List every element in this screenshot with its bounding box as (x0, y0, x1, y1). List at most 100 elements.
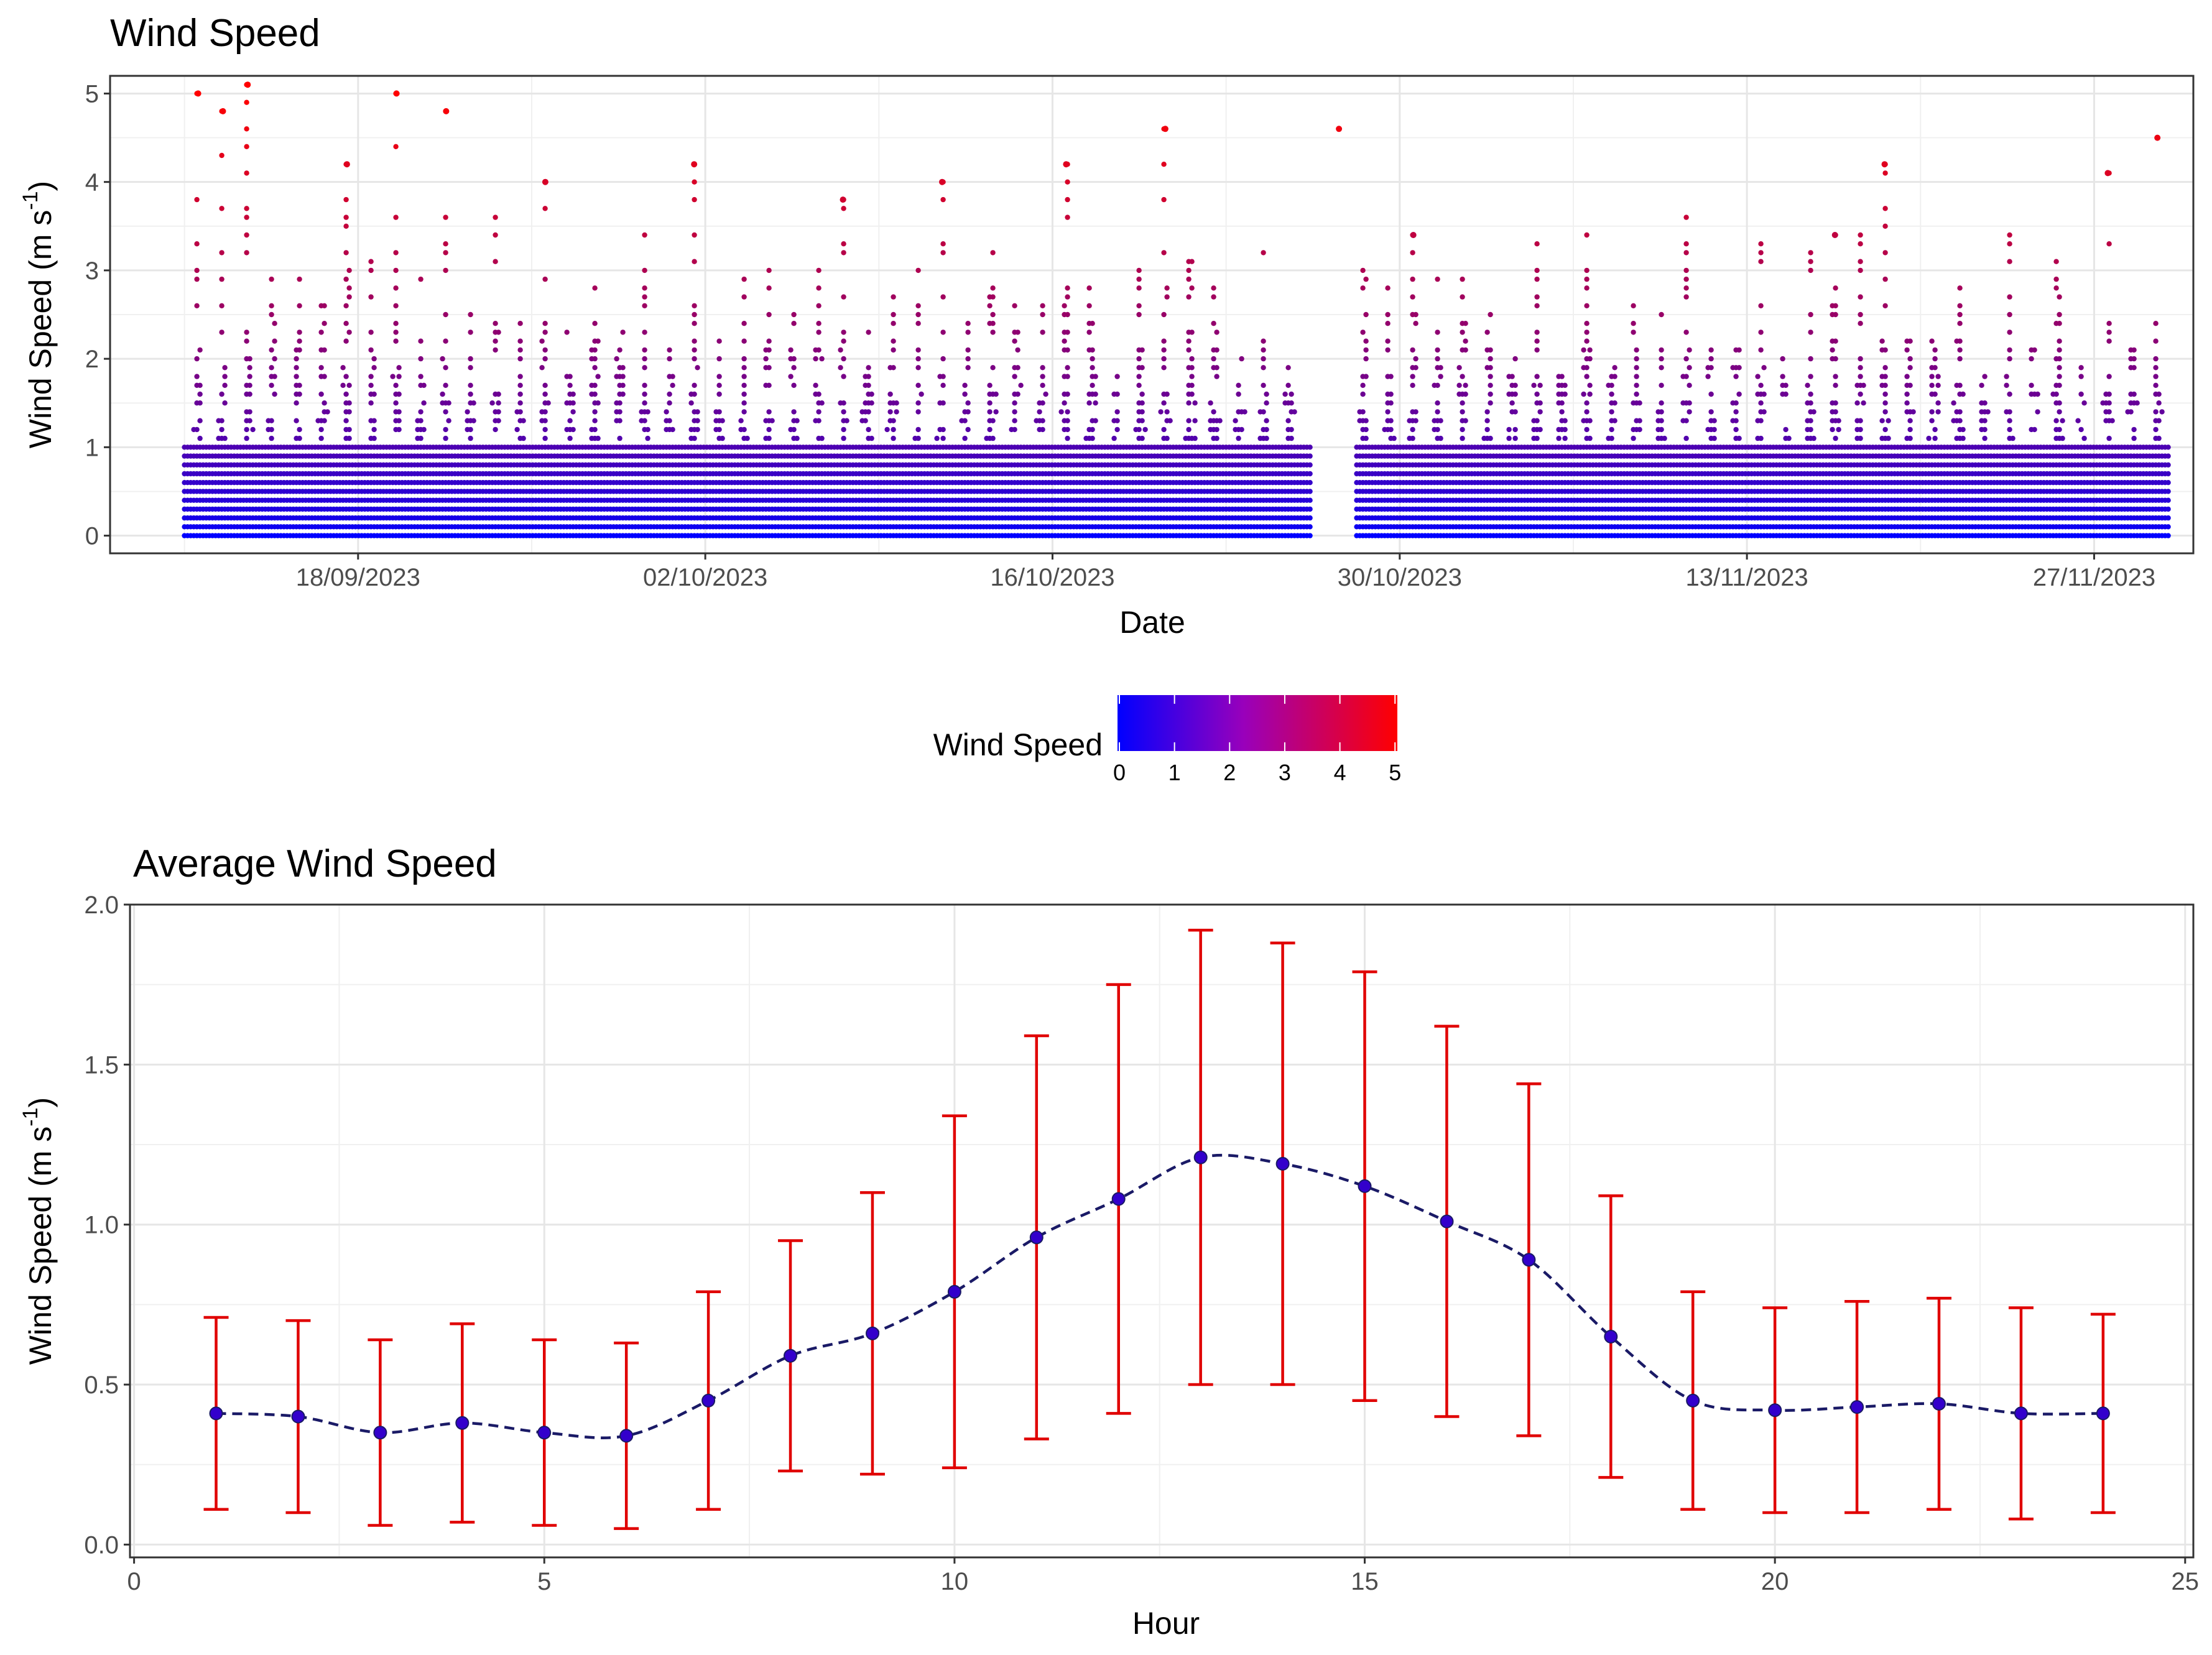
scatter-point (1186, 426, 1192, 433)
scatter-point (1214, 374, 1219, 379)
scatter-point (222, 382, 228, 388)
scatter-point (496, 330, 501, 335)
scatter-point (247, 356, 252, 362)
scatter-point (564, 330, 570, 335)
scatter-point (418, 435, 423, 441)
scatter-point (343, 374, 349, 379)
scatter-point (517, 382, 523, 388)
scatter-point (446, 400, 451, 406)
scatter-point (1360, 285, 1366, 291)
scatter-point (766, 382, 772, 388)
scatter-point (1363, 374, 1369, 379)
scatter-point (1307, 497, 1313, 503)
scatter-point (1289, 391, 1294, 397)
scatter-point (667, 391, 672, 397)
scatter-point (766, 338, 772, 344)
scatter-point (1360, 330, 1366, 335)
scatter-point (443, 250, 448, 256)
scatter-point (493, 232, 498, 238)
scatter-point (1065, 285, 1070, 291)
scatter-point (418, 356, 423, 362)
scatter-point (346, 400, 352, 406)
scatter-point (915, 400, 921, 406)
scatter-point (987, 426, 993, 433)
scatter-point (1189, 365, 1195, 371)
scatter-point (393, 303, 399, 308)
scatter-point (844, 418, 849, 423)
scatter-point (894, 409, 899, 415)
scatter-point (940, 294, 946, 300)
scatter-point (1018, 382, 1024, 388)
scatter-point (343, 276, 349, 282)
scatter-point (542, 418, 548, 423)
scatter-point (642, 400, 647, 406)
scatter-point (993, 409, 999, 415)
scatter-point (1012, 418, 1017, 423)
scatter-point (468, 311, 473, 318)
scatter-point (1363, 418, 1369, 423)
scatter-point (250, 426, 256, 433)
scatter-point (670, 382, 675, 388)
scatter-point (396, 365, 402, 371)
scatter-point (816, 303, 821, 308)
scatter-point (788, 374, 794, 379)
scatter-point (1261, 356, 1266, 362)
scatter-point (1289, 400, 1294, 406)
scatter-point (219, 206, 224, 211)
scatter-point (1189, 391, 1195, 397)
scatter-point (247, 391, 252, 397)
scatter-point (1065, 409, 1070, 415)
scatter-point (567, 374, 573, 379)
scatter-point (443, 241, 448, 247)
scatter-point (468, 356, 473, 362)
scatter-point (617, 409, 622, 415)
scatter-point (915, 267, 921, 274)
scatter-point (720, 435, 725, 441)
scatter-point (244, 126, 249, 132)
scatter-point (542, 356, 548, 362)
scatter-point (940, 241, 946, 247)
scatter-point (1360, 382, 1366, 388)
scatter-point (346, 409, 352, 415)
scatter-point (468, 330, 473, 335)
scatter-point (891, 338, 896, 344)
scatter-point (692, 259, 697, 264)
scatter-point (1086, 303, 1092, 308)
scatter-point (990, 330, 996, 335)
scatter-point (813, 382, 818, 388)
scatter-point (1065, 330, 1070, 335)
scatter-point (692, 391, 697, 397)
scatter-point (1040, 382, 1045, 388)
scatter-point (642, 267, 647, 274)
scatter-point (692, 382, 697, 388)
scatter-point (645, 426, 650, 433)
scatter-point (197, 400, 203, 406)
scatter-point (297, 426, 302, 433)
scatter-point (695, 426, 700, 433)
scatter-point (567, 382, 573, 388)
scatter-point (1015, 391, 1020, 397)
scatter-point (1090, 435, 1095, 441)
scatter-point (1139, 409, 1145, 415)
scatter-point (1139, 400, 1145, 406)
scatter-point (219, 250, 224, 256)
scatter-point (592, 426, 598, 433)
scatter-point (791, 356, 797, 362)
scatter-point (642, 330, 647, 335)
scatter-point (692, 303, 697, 308)
scatter-point (346, 435, 352, 441)
scatter-point (1114, 374, 1120, 379)
scatter-point (219, 152, 224, 159)
scatter-point (346, 267, 352, 274)
scatter-point (1189, 285, 1195, 291)
scatter-point (468, 426, 473, 433)
scatter-point (443, 382, 448, 388)
scatter-point (343, 223, 349, 229)
scatter-point (1264, 391, 1269, 397)
scatter-point (741, 276, 747, 282)
scatter-point (194, 356, 200, 362)
scatter-point (794, 418, 800, 423)
scatter-point (716, 409, 722, 415)
scatter-point (322, 347, 327, 353)
scatter-point (1233, 418, 1238, 423)
